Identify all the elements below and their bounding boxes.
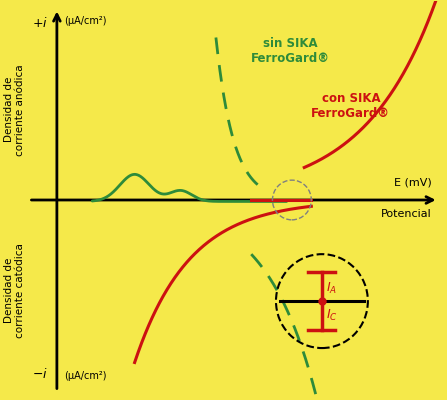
Text: Potencial: Potencial (381, 209, 431, 219)
Text: Densidad de
corriente catódica: Densidad de corriente catódica (4, 243, 25, 338)
Text: con SIKA
FerroGard®: con SIKA FerroGard® (311, 92, 390, 120)
Text: $-i$: $-i$ (32, 366, 48, 380)
Text: sin SIKA
FerroGard®: sin SIKA FerroGard® (251, 38, 330, 66)
Text: $I_C$: $I_C$ (326, 308, 338, 323)
Text: Densidad de
corriente anódica: Densidad de corriente anódica (4, 64, 25, 156)
Text: $+i$: $+i$ (32, 16, 48, 30)
Text: E (mV): E (mV) (394, 177, 431, 187)
Text: (μA/cm²): (μA/cm²) (64, 16, 106, 26)
Text: $I_A$: $I_A$ (326, 280, 337, 296)
Text: (μA/cm²): (μA/cm²) (64, 370, 106, 380)
